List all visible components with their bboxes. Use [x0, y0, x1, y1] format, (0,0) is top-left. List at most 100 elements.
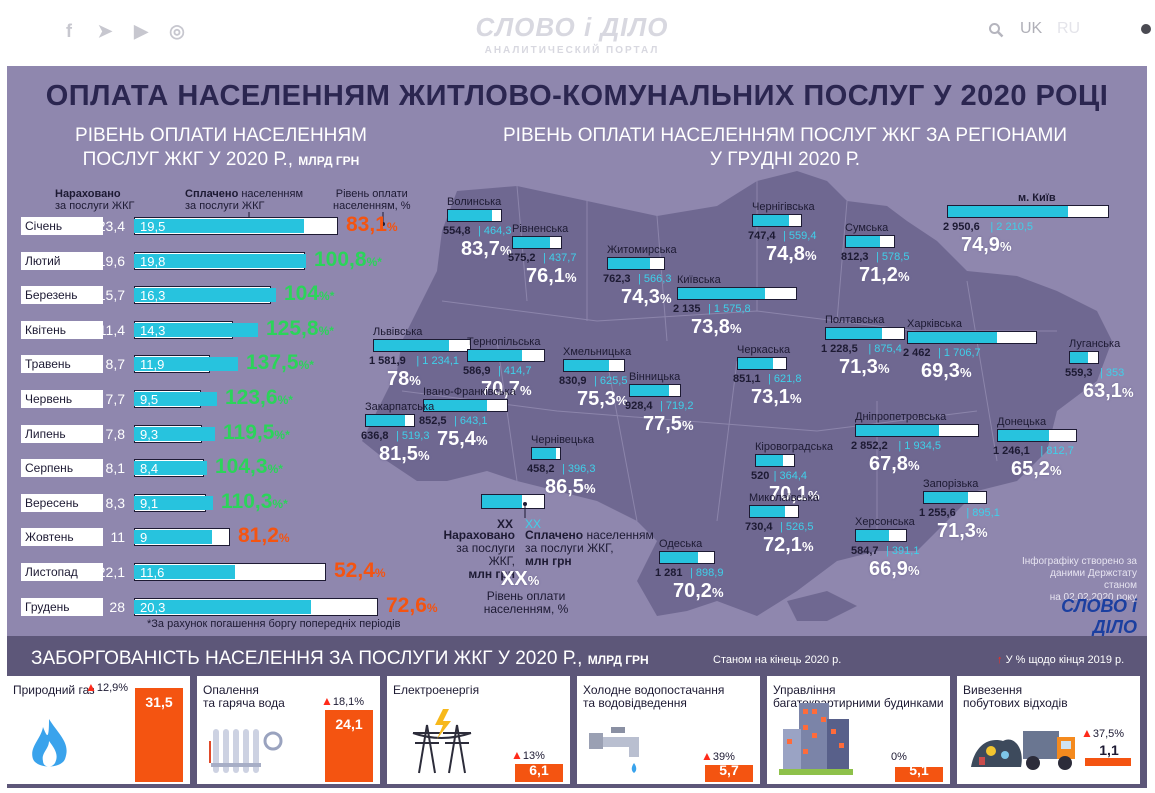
ukraine-map-shape [362, 171, 1112, 616]
month-paid-bar [134, 427, 215, 441]
region-level-suffix: % [711, 585, 724, 600]
site-header: f ➤ ▶ ◎ СЛОВО і ДІЛО АНАЛИТИЧЕСКИЙ ПОРТА… [0, 0, 1155, 66]
facebook-icon[interactable]: f [66, 21, 72, 41]
search-icon[interactable] [988, 22, 1004, 38]
up-arrow-icon: ▲ [701, 749, 713, 763]
region-level-number: 81,5 [379, 443, 418, 465]
month-level-suffix: %* [274, 428, 290, 442]
region-paid-value: | 812,7 [1040, 445, 1074, 457]
month-accrued-value: 7,8 [105, 426, 125, 442]
legend-paid-rest0: населенням [586, 528, 654, 542]
debt-title-text: ЗАБОРГОВАНІСТЬ НАСЕЛЕННЯ ЗА ПОСЛУГИ ЖКГ … [31, 648, 583, 669]
region-accrued-value: 762,3 [603, 273, 631, 285]
region-name: Житомирська [607, 244, 677, 256]
legend-xx-accrued: ХХ [497, 517, 514, 531]
legend-accrued-bold: Нараховано [443, 528, 515, 542]
region-paid-bar [846, 236, 881, 247]
credit-logo: СЛОВО і ДІЛО [1061, 596, 1137, 637]
region-name: Миколаївська [749, 492, 819, 504]
region-accrued-value: 851,1 [733, 373, 761, 385]
region-level-suffix: % [804, 248, 817, 263]
region-paid-bar [908, 332, 997, 343]
site-logo[interactable]: СЛОВО і ДІЛО АНАЛИТИЧЕСКИЙ ПОРТАЛ [472, 12, 672, 56]
left-title-line2: ПОСЛУГ ЖКГ У 2020 Р., МЛРД ГРН [25, 148, 417, 173]
month-label: Червень [21, 390, 103, 408]
region-accrued-bar [855, 529, 907, 542]
lang-ru-link[interactable]: RU [1057, 20, 1081, 37]
legend-level-line1: Рівень оплати [486, 589, 566, 603]
month-level-suffix: % [426, 601, 438, 615]
month-level-value: 72,6% [386, 595, 438, 619]
debt-value-bar [325, 710, 373, 782]
region-accrued-value: 520 [751, 470, 770, 482]
region-paid-bar [374, 340, 449, 351]
region-level-suffix: % [789, 391, 802, 406]
region-name: Вінницька [629, 371, 681, 383]
header-accrued-bold: Нараховано [55, 188, 121, 200]
debt-change-value: 18,1% [332, 696, 365, 708]
up-arrow-icon: ▲ [511, 748, 523, 762]
region-accrued-value: 584,7 [851, 545, 879, 557]
region-accrued-value: 730,4 [745, 521, 773, 533]
month-label: Серпень [21, 459, 103, 477]
region-paid-value: | 2 210,5 [990, 221, 1034, 233]
region-paid-value: | 437,7 [543, 252, 577, 264]
month-accrued-value: 8,7 [105, 356, 125, 372]
region-paid-value: | 519,3 [396, 430, 430, 442]
region-accrued-bar [907, 331, 1037, 344]
region-level-value: 77,5% [643, 413, 694, 436]
region-accrued-value: 2 135 [673, 303, 701, 315]
credit-line1: Інфографіку створено за [1021, 556, 1137, 567]
legend-paid-rest1: за послуги ЖКГ, [525, 541, 614, 555]
debt-item-name-line1: Електроенергія [393, 683, 480, 697]
month-accrued-value: 23,4 [97, 218, 125, 234]
legend-accrued-text: Нараховано за послуги ЖКГ, млн грн [431, 529, 515, 581]
month-paid-value: 9,3 [140, 427, 159, 442]
region-paid-bar [564, 360, 610, 371]
month-level-value: 83,1% [346, 214, 398, 238]
debt-item-name-line2: та гаряча вода [203, 696, 285, 710]
region-name: Закарпатська [365, 401, 435, 413]
month-level-value: 119,5%* [223, 422, 290, 446]
month-level-number: 123,6 [225, 386, 278, 409]
instagram-icon[interactable]: ◎ [169, 21, 185, 41]
telegram-icon[interactable]: ➤ [97, 21, 113, 41]
region-name: Київська [677, 274, 721, 286]
legend-bar [481, 494, 545, 509]
region-name: Донецька [997, 416, 1047, 428]
region-accrued-value: 2 462 [903, 347, 931, 359]
month-label: Лютий [21, 252, 103, 270]
region-accrued-bar [1069, 351, 1099, 364]
region-paid-bar [608, 258, 650, 269]
debt-change: 0% [891, 751, 907, 763]
month-accrued-value: 28 [109, 599, 125, 615]
region-name: Одеська [659, 538, 703, 550]
up-arrow-icon: ▲ [85, 680, 97, 694]
region-accrued-bar [659, 551, 715, 564]
region-level-suffix: % [409, 373, 421, 388]
region-level-suffix: % [499, 243, 512, 258]
region-paid-bar [678, 288, 766, 299]
month-level-value: 52,4% [334, 560, 386, 584]
legend-accrued-rest1: за послуги ЖКГ, [456, 541, 515, 568]
debt-item-name-line2: побутових відходів [963, 696, 1068, 710]
infographic-panel: ОПЛАТА НАСЕЛЕННЯМ ЖИТЛОВО-КОМУНАЛЬНИХ ПО… [7, 66, 1147, 637]
region-level-suffix: % [907, 563, 920, 578]
region-level-value: 72,1% [763, 534, 814, 557]
region-level-value: 63,1% [1083, 380, 1134, 403]
youtube-icon[interactable]: ▶ [134, 21, 148, 41]
debt-legend-text: У % щодо кінця 2019 р. [1005, 654, 1125, 666]
region-level-number: 83,7 [461, 238, 500, 260]
month-paid-value: 19,5 [140, 219, 166, 234]
region-name: Херсонська [855, 516, 915, 528]
scroll-indicator [1141, 24, 1151, 34]
region-accrued-bar [737, 357, 787, 370]
region-name: Чернігівська [752, 201, 815, 213]
legend-xx-pct: ХХ% [501, 568, 539, 591]
lang-uk-link[interactable]: UK [1020, 20, 1043, 37]
month-accrued-value: 11 [110, 529, 125, 545]
region-level-number: 73,1 [751, 386, 790, 408]
debt-value-bar [1085, 758, 1131, 766]
month-paid-bar [134, 323, 258, 337]
region-level-suffix: % [801, 539, 814, 554]
